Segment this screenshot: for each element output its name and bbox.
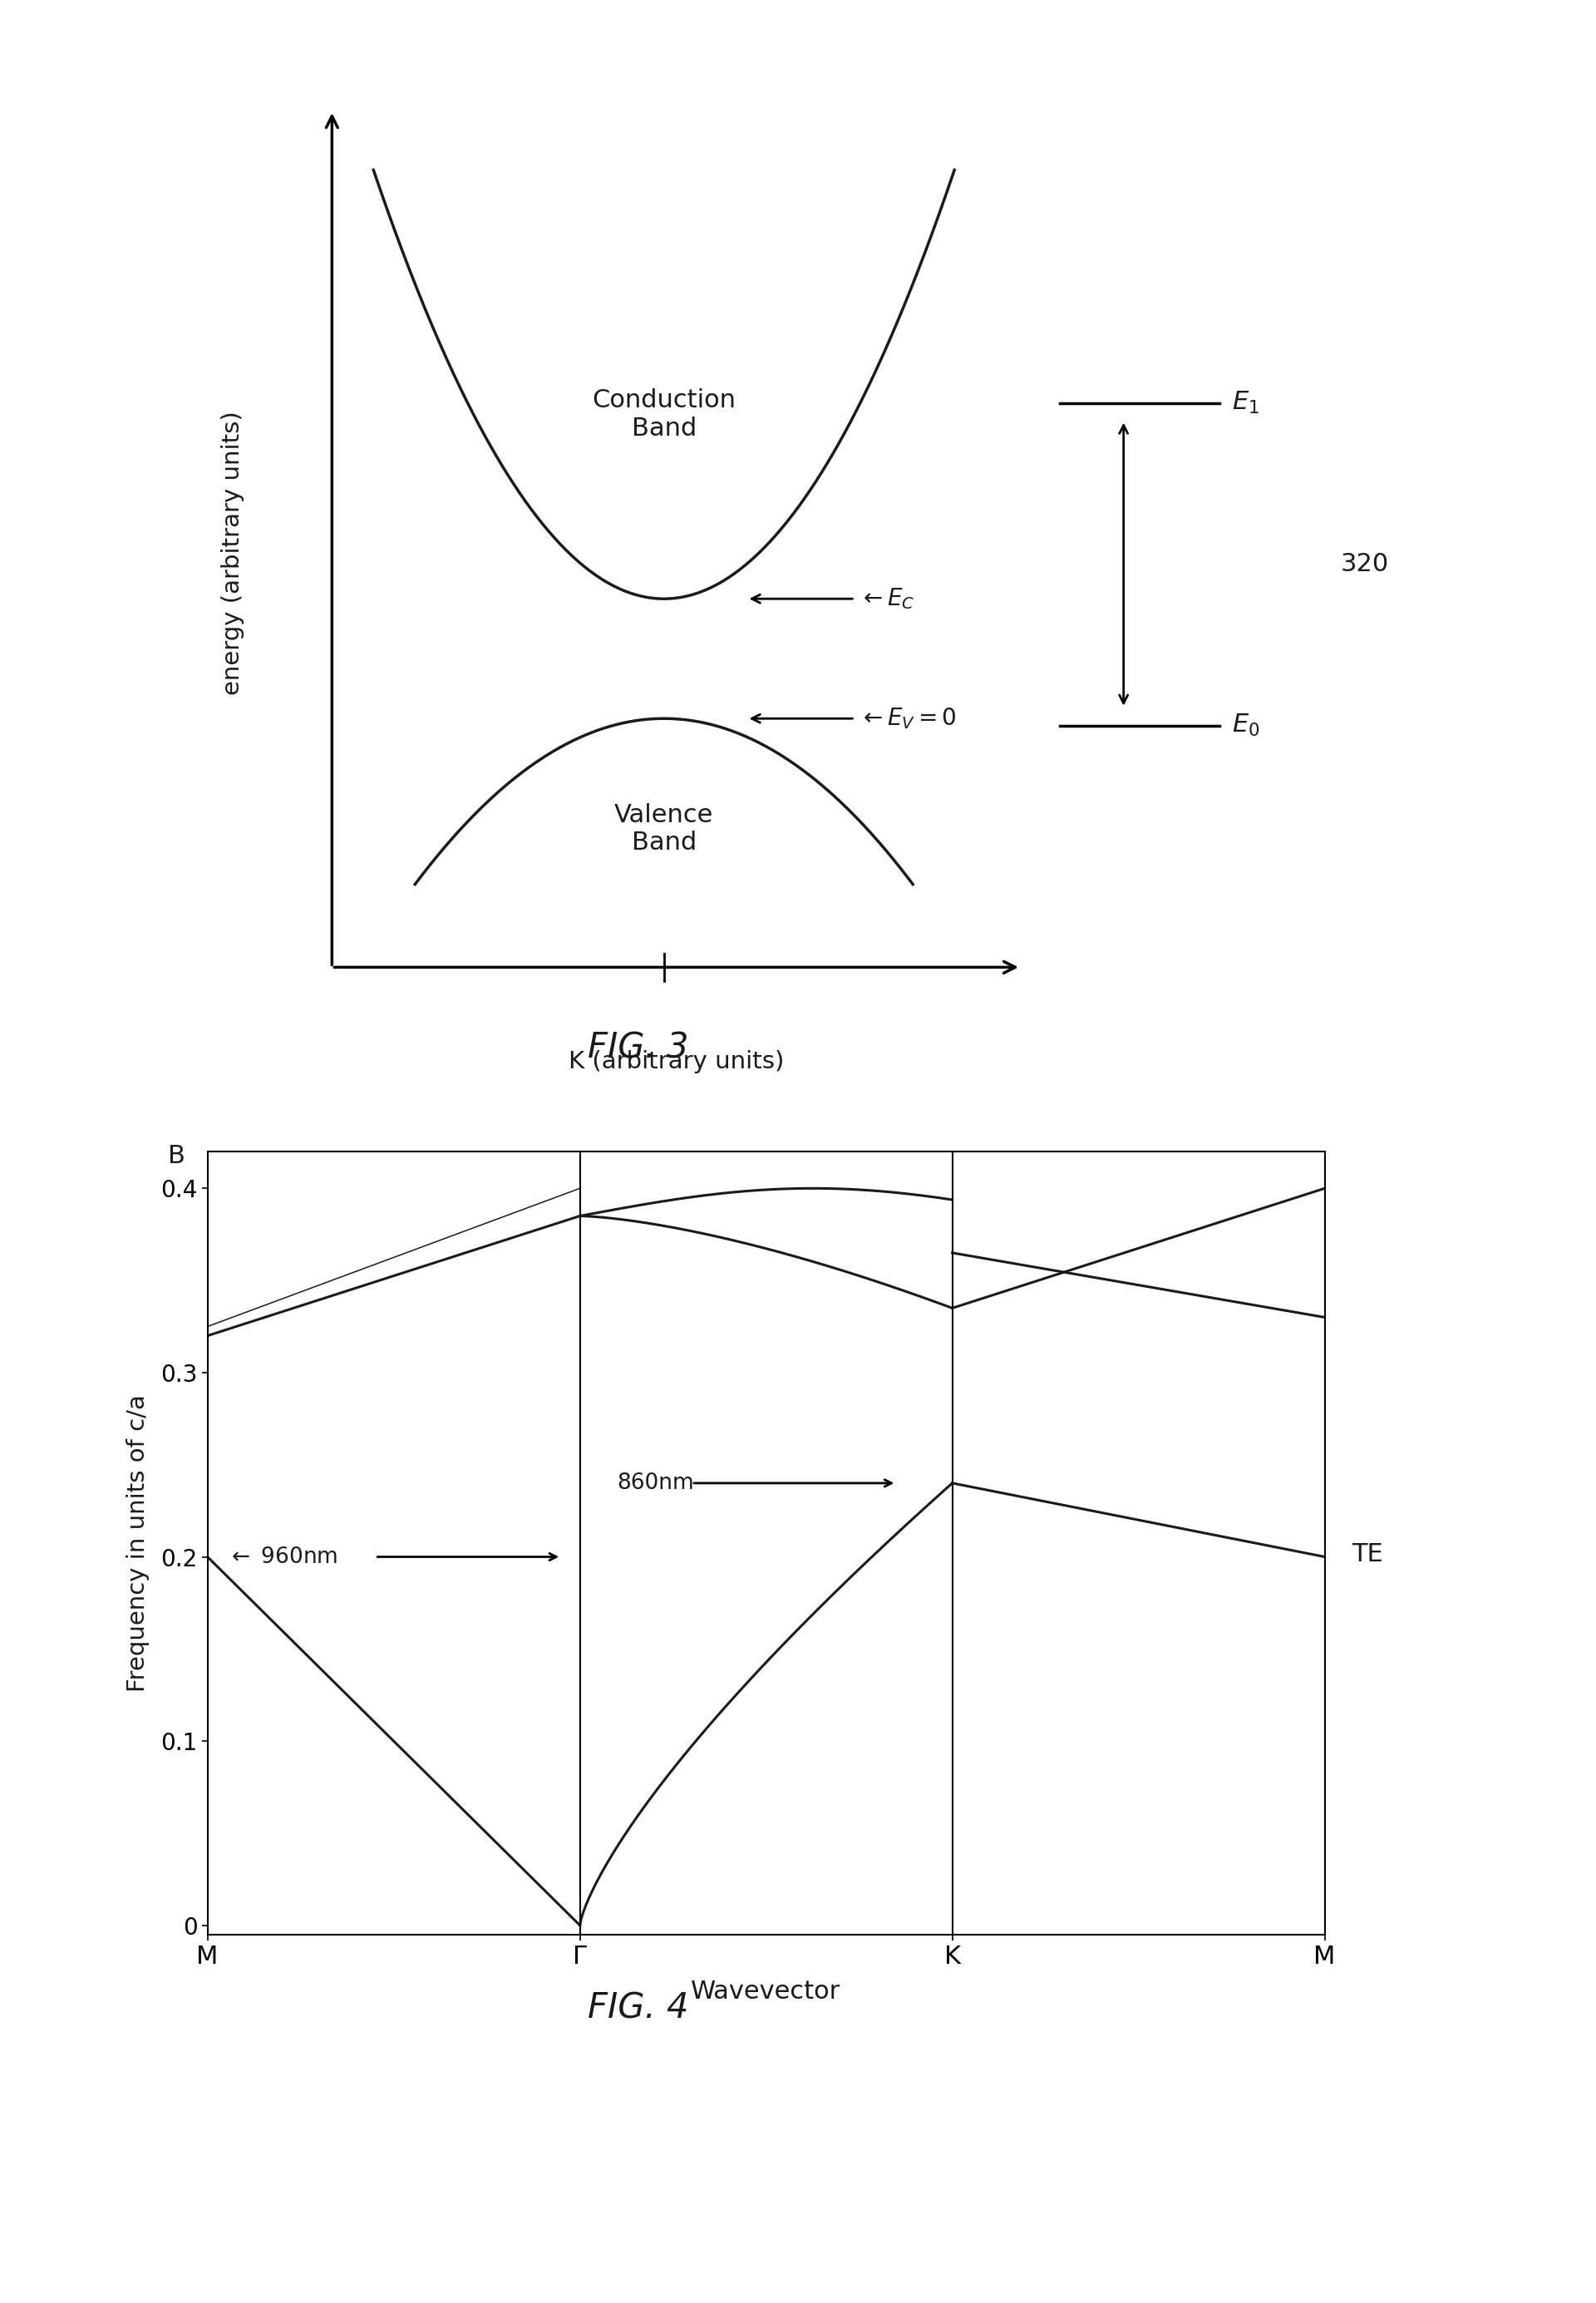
Text: Valence
Band: Valence Band (614, 804, 713, 854)
Text: FIG. 3: FIG. 3 (587, 1029, 689, 1066)
Text: $\leftarrow$ 960nm: $\leftarrow$ 960nm (227, 1545, 338, 1568)
Text: $E_0$: $E_0$ (1232, 712, 1259, 739)
Text: Conduction
Band: Conduction Band (592, 389, 736, 440)
Text: $\leftarrow E_C$: $\leftarrow E_C$ (859, 587, 915, 610)
Text: 860nm: 860nm (618, 1472, 694, 1495)
Text: TE: TE (1352, 1543, 1384, 1566)
Text: 320: 320 (1341, 553, 1389, 576)
Text: B: B (168, 1145, 185, 1168)
Text: FIG. 4: FIG. 4 (587, 1990, 689, 2027)
Text: energy (arbitrary units): energy (arbitrary units) (220, 410, 244, 696)
Text: $\leftarrow E_V = 0$: $\leftarrow E_V = 0$ (859, 707, 956, 730)
X-axis label: Wavevector: Wavevector (691, 1981, 841, 2004)
Text: K (arbitrary units): K (arbitrary units) (568, 1050, 784, 1073)
Y-axis label: Frequency in units of c/a: Frequency in units of c/a (126, 1393, 150, 1693)
Text: $E_1$: $E_1$ (1232, 389, 1259, 417)
